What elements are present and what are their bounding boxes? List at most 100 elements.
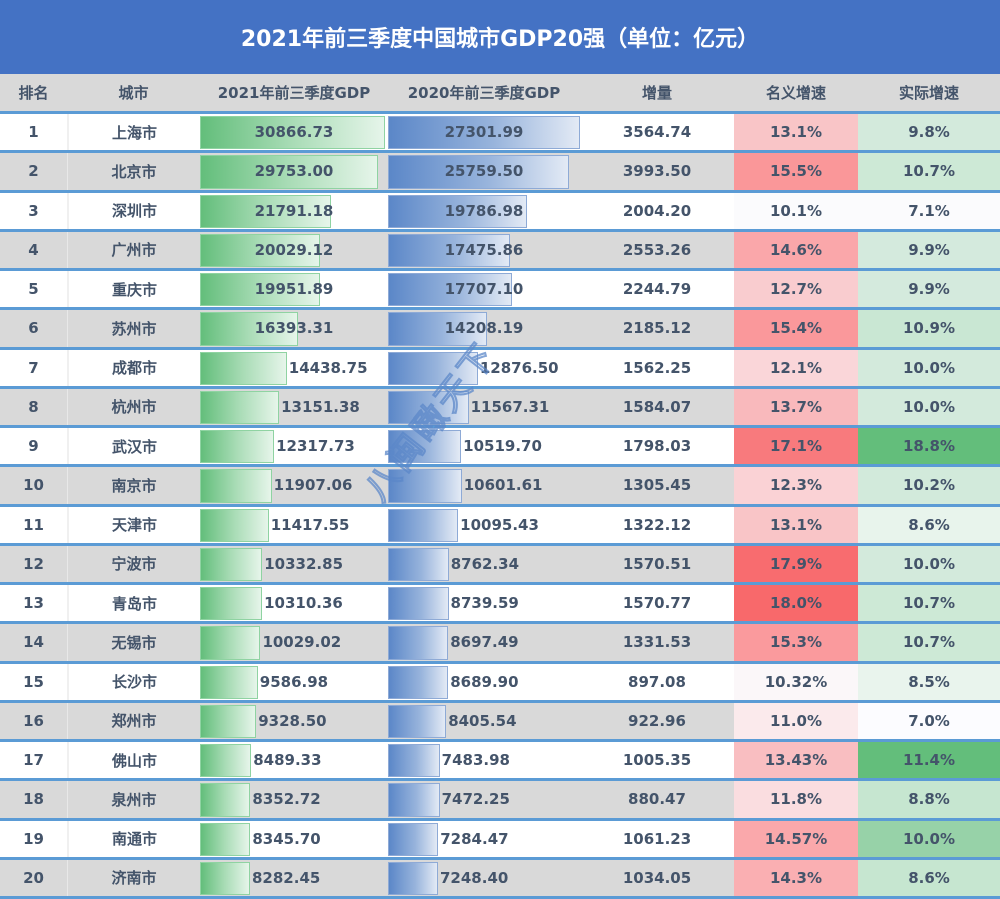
gdp-2020-data-bar (388, 312, 488, 346)
city-cell: 佛山市 (67, 742, 200, 779)
gdp-2021-value: 29753.00 (254, 162, 334, 181)
nominal-growth-cell: 17.9% (734, 545, 858, 582)
increase-cell: 1005.35 (622, 751, 692, 770)
gdp-2020-data-bar (388, 822, 439, 856)
gdp-2020-value: 12876.50 (479, 358, 559, 377)
rank-cell: 11 (23, 515, 44, 534)
city-cell: 重庆市 (67, 271, 200, 308)
nominal-growth-cell: 17.1% (734, 428, 858, 465)
nominal-growth-cell: 15.4% (734, 310, 858, 347)
gdp-2021-data-bar (200, 704, 257, 738)
rank-cell: 2 (28, 162, 39, 181)
real-growth-cell: 10.7% (858, 153, 1000, 190)
real-growth-cell: 10.0% (858, 349, 1000, 386)
nominal-growth-cell: 12.7% (734, 271, 858, 308)
gdp-2020-value: 17475.86 (444, 240, 524, 259)
rank-cell: 10 (23, 476, 44, 495)
rank-cell: 5 (28, 280, 39, 299)
gdp-2021-cell: 21791.18 (200, 193, 388, 229)
rank-cell: 9 (28, 437, 39, 456)
city-cell: 南通市 (67, 820, 200, 857)
gdp-2021-cell: 11417.55 (200, 507, 388, 543)
gdp-2020-cell: 10095.43 (388, 507, 580, 543)
nominal-growth-cell: 18.0% (734, 585, 858, 622)
gdp-2021-cell: 9328.50 (200, 703, 388, 739)
real-growth-cell: 9.9% (858, 271, 1000, 308)
increase-cell: 1562.25 (622, 358, 692, 377)
gdp-2020-data-bar (388, 665, 449, 699)
city-cell: 南京市 (67, 467, 200, 504)
gdp-2020-data-bar (388, 430, 462, 464)
gdp-2020-value: 19786.98 (444, 201, 524, 220)
gdp-2020-data-bar (388, 861, 438, 895)
gdp-2020-data-bar (388, 469, 462, 503)
gdp-2021-value: 30866.73 (254, 123, 334, 142)
gdp-2020-data-bar (388, 390, 469, 424)
real-growth-cell: 10.2% (858, 467, 1000, 504)
increase-cell: 2004.20 (622, 201, 692, 220)
gdp-2021-cell: 8345.70 (200, 821, 388, 857)
gdp-2021-value: 8489.33 (253, 751, 322, 770)
header-gdp-2020: 2020年前三季度GDP (407, 84, 561, 102)
increase-cell: 1798.03 (622, 437, 692, 456)
gdp-2021-value: 10029.02 (262, 633, 342, 652)
table-row: 13 青岛市 10310.36 8739.59 1570.77 18.0% 10… (0, 585, 1000, 625)
gdp-2020-cell: 7284.47 (388, 821, 580, 857)
gdp-2021-value: 21791.18 (254, 201, 334, 220)
gdp-2021-value: 8282.45 (252, 868, 321, 887)
gdp-2020-data-bar (388, 783, 440, 817)
real-growth-cell: 9.8% (858, 114, 1000, 151)
gdp-2021-cell: 29753.00 (200, 153, 388, 189)
gdp-2021-cell: 10332.85 (200, 546, 388, 582)
gdp-2021-value: 8352.72 (252, 790, 321, 809)
gdp-2021-cell: 13151.38 (200, 389, 388, 425)
gdp-2021-cell: 9586.98 (200, 664, 388, 700)
gdp-2020-value: 7248.40 (440, 868, 509, 887)
nominal-growth-cell: 13.43% (734, 742, 858, 779)
increase-cell: 1305.45 (622, 476, 692, 495)
table-header: 排名 城市 2021年前三季度GDP 2020年前三季度GDP 增量 名义增速 … (0, 74, 1000, 114)
nominal-growth-cell: 15.5% (734, 153, 858, 190)
real-growth-cell: 10.0% (858, 545, 1000, 582)
gdp-2021-value: 16393.31 (254, 319, 334, 338)
gdp-2021-value: 10310.36 (264, 594, 343, 613)
city-cell: 青岛市 (67, 585, 200, 622)
gdp-2021-value: 9328.50 (258, 711, 327, 730)
header-increase: 增量 (641, 84, 672, 102)
gdp-2021-cell: 14438.75 (200, 350, 388, 386)
nominal-growth-cell: 13.1% (734, 114, 858, 151)
nominal-growth-cell: 14.3% (734, 859, 858, 896)
gdp-2021-value: 11417.55 (270, 515, 350, 534)
increase-cell: 1570.77 (622, 594, 692, 613)
rank-cell: 12 (23, 554, 44, 573)
gdp-2020-data-bar (388, 273, 513, 307)
gdp-2021-cell: 10029.02 (200, 624, 388, 660)
gdp-2021-value: 10332.85 (264, 554, 344, 573)
gdp-2020-cell: 8689.90 (388, 664, 580, 700)
gdp-2021-value: 11907.06 (273, 476, 353, 495)
gdp-2021-data-bar (200, 233, 321, 267)
increase-cell: 2553.26 (622, 240, 692, 259)
gdp-2020-data-bar (388, 626, 449, 660)
gdp-2020-cell: 8762.34 (388, 546, 580, 582)
city-cell: 上海市 (67, 114, 200, 151)
gdp-2020-data-bar (388, 155, 570, 189)
city-cell: 无锡市 (67, 624, 200, 661)
gdp-2021-cell: 8489.33 (200, 742, 388, 778)
gdp-2020-cell: 7472.25 (388, 781, 580, 817)
gdp-2020-data-bar (388, 194, 527, 228)
increase-cell: 1034.05 (622, 868, 692, 887)
gdp-2021-data-bar (200, 351, 287, 385)
gdp-2021-data-bar (200, 587, 263, 621)
gdp-2021-data-bar (200, 194, 331, 228)
gdp-2020-value: 8739.59 (450, 594, 519, 613)
city-cell: 宁波市 (67, 545, 200, 582)
real-growth-cell: 10.0% (858, 388, 1000, 425)
gdp-2020-cell: 17475.86 (388, 232, 580, 268)
table-row: 16 郑州市 9328.50 8405.54 922.96 11.0% 7.0% (0, 702, 1000, 742)
city-cell: 成都市 (67, 349, 200, 386)
gdp-2021-data-bar (200, 116, 385, 150)
increase-cell: 922.96 (628, 711, 686, 730)
increase-cell: 1322.12 (622, 515, 692, 534)
gdp-2020-value: 8689.90 (450, 672, 519, 691)
